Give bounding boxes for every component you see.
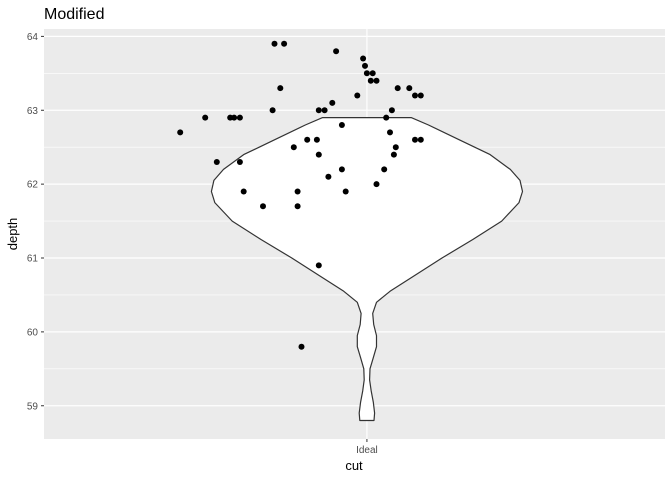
data-point: [390, 151, 397, 158]
data-point: [277, 85, 284, 92]
data-point: [369, 70, 376, 77]
data-point: [329, 99, 336, 106]
data-point: [240, 188, 247, 195]
x-tick-label: Ideal: [356, 445, 378, 456]
data-point: [373, 77, 380, 84]
data-point: [392, 144, 399, 151]
data-point: [333, 48, 340, 55]
data-point: [325, 173, 332, 180]
y-tick-label: 62: [27, 180, 39, 191]
data-point: [373, 181, 380, 188]
data-point: [388, 107, 395, 114]
violin-shape: [210, 117, 524, 422]
data-point: [294, 203, 301, 210]
y-tick-label: 60: [27, 327, 39, 338]
data-point: [387, 129, 393, 136]
data-point: [360, 55, 367, 62]
data-point: [338, 166, 345, 173]
data-point: [412, 136, 418, 143]
data-point: [290, 144, 297, 151]
data-point: [213, 159, 220, 165]
data-point: [271, 40, 278, 47]
data-point: [315, 151, 322, 158]
x-axis: Ideal: [356, 439, 378, 456]
y-tick-label: 63: [27, 106, 39, 117]
major-gridlines: [44, 29, 665, 439]
data-point: [362, 62, 368, 69]
data-point: [315, 262, 322, 269]
data-point: [304, 136, 311, 143]
data-point: [394, 85, 401, 92]
x-axis-label: cut: [345, 458, 363, 473]
y-axis: 59 60 61 62 63 64: [27, 32, 44, 412]
data-point: [363, 70, 370, 77]
data-point: [231, 114, 238, 121]
data-point: [294, 188, 301, 195]
data-point: [315, 107, 322, 114]
data-point: [367, 77, 374, 84]
y-tick-label: 64: [27, 32, 39, 43]
data-point: [417, 92, 424, 99]
data-point: [417, 136, 424, 143]
data-point: [281, 40, 288, 47]
y-axis-label: depth: [5, 218, 20, 251]
data-point: [236, 114, 243, 121]
data-point: [313, 136, 320, 143]
data-point: [406, 85, 413, 92]
data-point: [177, 129, 184, 136]
data-point: [260, 203, 266, 210]
data-point: [354, 92, 361, 99]
data-point: [269, 107, 276, 114]
data-point: [412, 92, 418, 99]
data-point: [236, 159, 243, 165]
y-tick-label: 59: [27, 401, 39, 412]
points-layer: [177, 40, 424, 350]
data-point: [338, 122, 345, 128]
data-point: [383, 114, 390, 121]
data-point: [381, 166, 388, 173]
data-point: [202, 114, 209, 121]
violin-layer: [210, 117, 524, 422]
data-point: [342, 188, 349, 195]
y-tick-label: 61: [27, 254, 39, 265]
data-point: [298, 343, 305, 350]
chart-title: Modified: [44, 6, 104, 23]
data-point: [321, 107, 328, 114]
